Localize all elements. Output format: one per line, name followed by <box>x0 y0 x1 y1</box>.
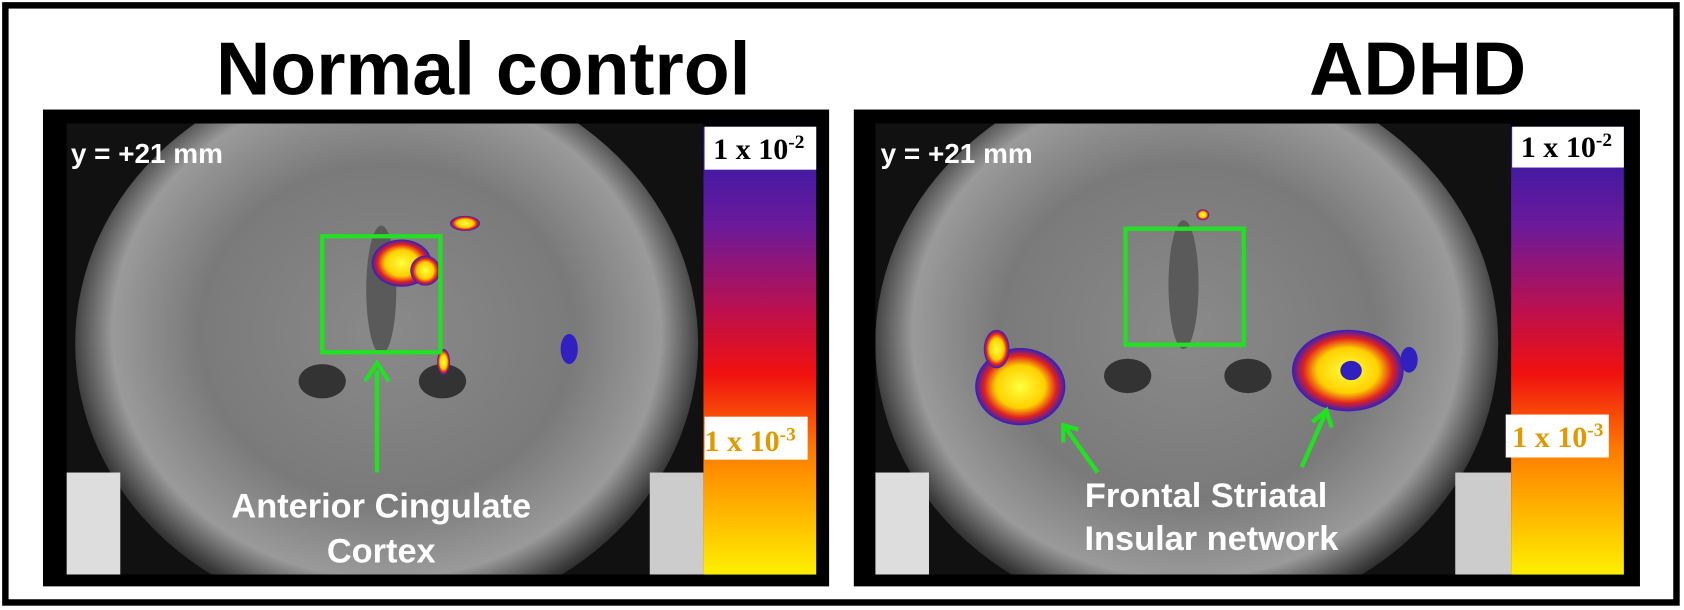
label-base: 1 x 10 <box>705 424 780 458</box>
annotation: Cortex <box>327 533 436 571</box>
label-base: 1 x 10 <box>1521 130 1596 164</box>
coordinate-label: y = +21 mm <box>71 138 223 169</box>
annotation: Anterior Cingulate <box>231 488 531 526</box>
label-exponent: -3 <box>780 424 796 445</box>
figure: Normal control ADHD y = +21 mm 1 x 10-2 … <box>0 0 1684 610</box>
label-exponent: -2 <box>1596 130 1612 151</box>
coordinate-label: y = +21 mm <box>881 138 1033 169</box>
annotation: Insular network <box>1084 520 1339 558</box>
annotation: Frontal Striatal <box>1085 477 1327 515</box>
panel: y = +21 mm 1 x 10-2 1 x 10-3 Frontal Str… <box>854 64 1640 610</box>
label-base: 1 x 10 <box>713 132 788 166</box>
label-base: 1 x 10 <box>1512 420 1587 454</box>
label-exponent: -3 <box>1587 420 1603 441</box>
panel-title: ADHD <box>1309 27 1526 111</box>
panel: y = +21 mm 1 x 10-2 1 x 10-3 Anterior Ci… <box>43 64 829 610</box>
label-exponent: -2 <box>788 132 804 153</box>
panel-title: Normal control <box>216 27 751 111</box>
